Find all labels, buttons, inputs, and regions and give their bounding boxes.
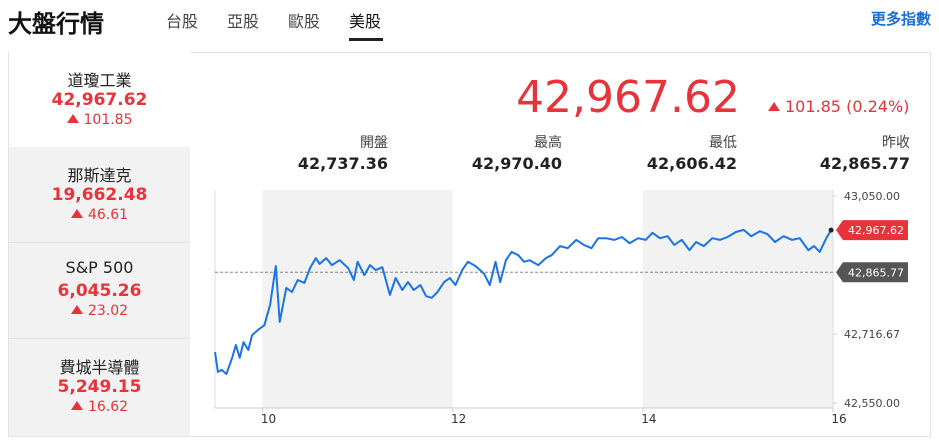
prev-close-tag: 42,865.77 — [836, 262, 908, 283]
tab[interactable]: 亞股 — [226, 12, 259, 31]
index-price: 42,967.62 — [51, 90, 148, 110]
up-icon — [66, 114, 79, 123]
index-name: 那斯達克 — [67, 166, 132, 185]
index-price: 6,045.26 — [57, 281, 142, 301]
widget-title: 大盤行情 — [8, 10, 104, 38]
change-text: 46.61 — [87, 207, 129, 223]
tab[interactable]: 歐股 — [287, 12, 320, 31]
time-band — [642, 190, 833, 408]
stat-value: 42,970.40 — [471, 154, 562, 173]
stat-label: 最高 — [534, 135, 562, 151]
last-price-tag-text: 42,967.62 — [848, 224, 904, 237]
index-name: 道瓊工業 — [67, 71, 132, 90]
change-text: 101.85 — [83, 112, 133, 128]
price-line — [214, 228, 832, 375]
change-text: 16.62 — [87, 399, 129, 415]
last-price-tag-bg — [836, 220, 908, 241]
x-tick-label: 12 — [451, 412, 466, 426]
up-icon — [768, 102, 780, 111]
index-change: 16.62 — [9, 399, 190, 415]
index-price: 5,249.15 — [57, 377, 142, 397]
stat-label: 最低 — [709, 135, 737, 151]
change-text: 23.02 — [87, 303, 129, 319]
index-change: 46.61 — [9, 207, 190, 223]
prev-close-tag-text: 42,865.77 — [848, 266, 904, 279]
stat-label: 開盤 — [360, 135, 388, 151]
last-price-tag: 42,967.62 — [836, 220, 908, 241]
tab-underline — [349, 38, 383, 41]
index-change: 23.02 — [9, 303, 190, 319]
x-tick-label: 16 — [831, 412, 846, 426]
up-icon — [70, 209, 83, 218]
last-point — [828, 227, 834, 233]
change-text: 101.85 (0.24%) — [785, 97, 910, 116]
stat-value: 42,606.42 — [646, 154, 737, 173]
up-icon — [70, 401, 83, 410]
quote-change: 101.85 (0.24%) — [768, 97, 909, 116]
y-tick-label: 43,050.00 — [844, 190, 900, 203]
y-tick-label: 42,550.00 — [844, 397, 900, 410]
panel — [8, 52, 931, 437]
stat-label: 昨收 — [882, 135, 910, 151]
time-band — [262, 190, 453, 408]
x-tick-label: 10 — [261, 412, 276, 426]
up-icon — [70, 305, 83, 314]
prev-close-tag-bg — [836, 262, 908, 283]
tab[interactable]: 台股 — [165, 12, 198, 31]
tab-active[interactable]: 美股 — [348, 12, 381, 31]
more-link[interactable]: 更多指數 — [870, 10, 931, 28]
index-item[interactable]: S&P 500 6,045.26 23.02 — [9, 243, 190, 339]
stat-value: 42,737.36 — [297, 154, 388, 173]
index-price: 19,662.48 — [51, 185, 148, 205]
x-tick-label: 14 — [641, 412, 656, 426]
quote-price: 42,967.62 — [516, 72, 740, 123]
index-name: 費城半導體 — [59, 358, 140, 377]
index-item[interactable]: 費城半導體 5,249.15 16.62 — [9, 339, 190, 436]
index-item[interactable]: 那斯達克 19,662.48 46.61 — [9, 147, 190, 243]
index-change: 101.85 — [9, 112, 190, 128]
index-name: S&P 500 — [65, 258, 134, 277]
stat-value: 42,865.77 — [819, 154, 910, 173]
y-tick-label: 42,716.67 — [844, 328, 900, 341]
index-item[interactable]: 道瓊工業 42,967.62 101.85 — [9, 52, 190, 148]
